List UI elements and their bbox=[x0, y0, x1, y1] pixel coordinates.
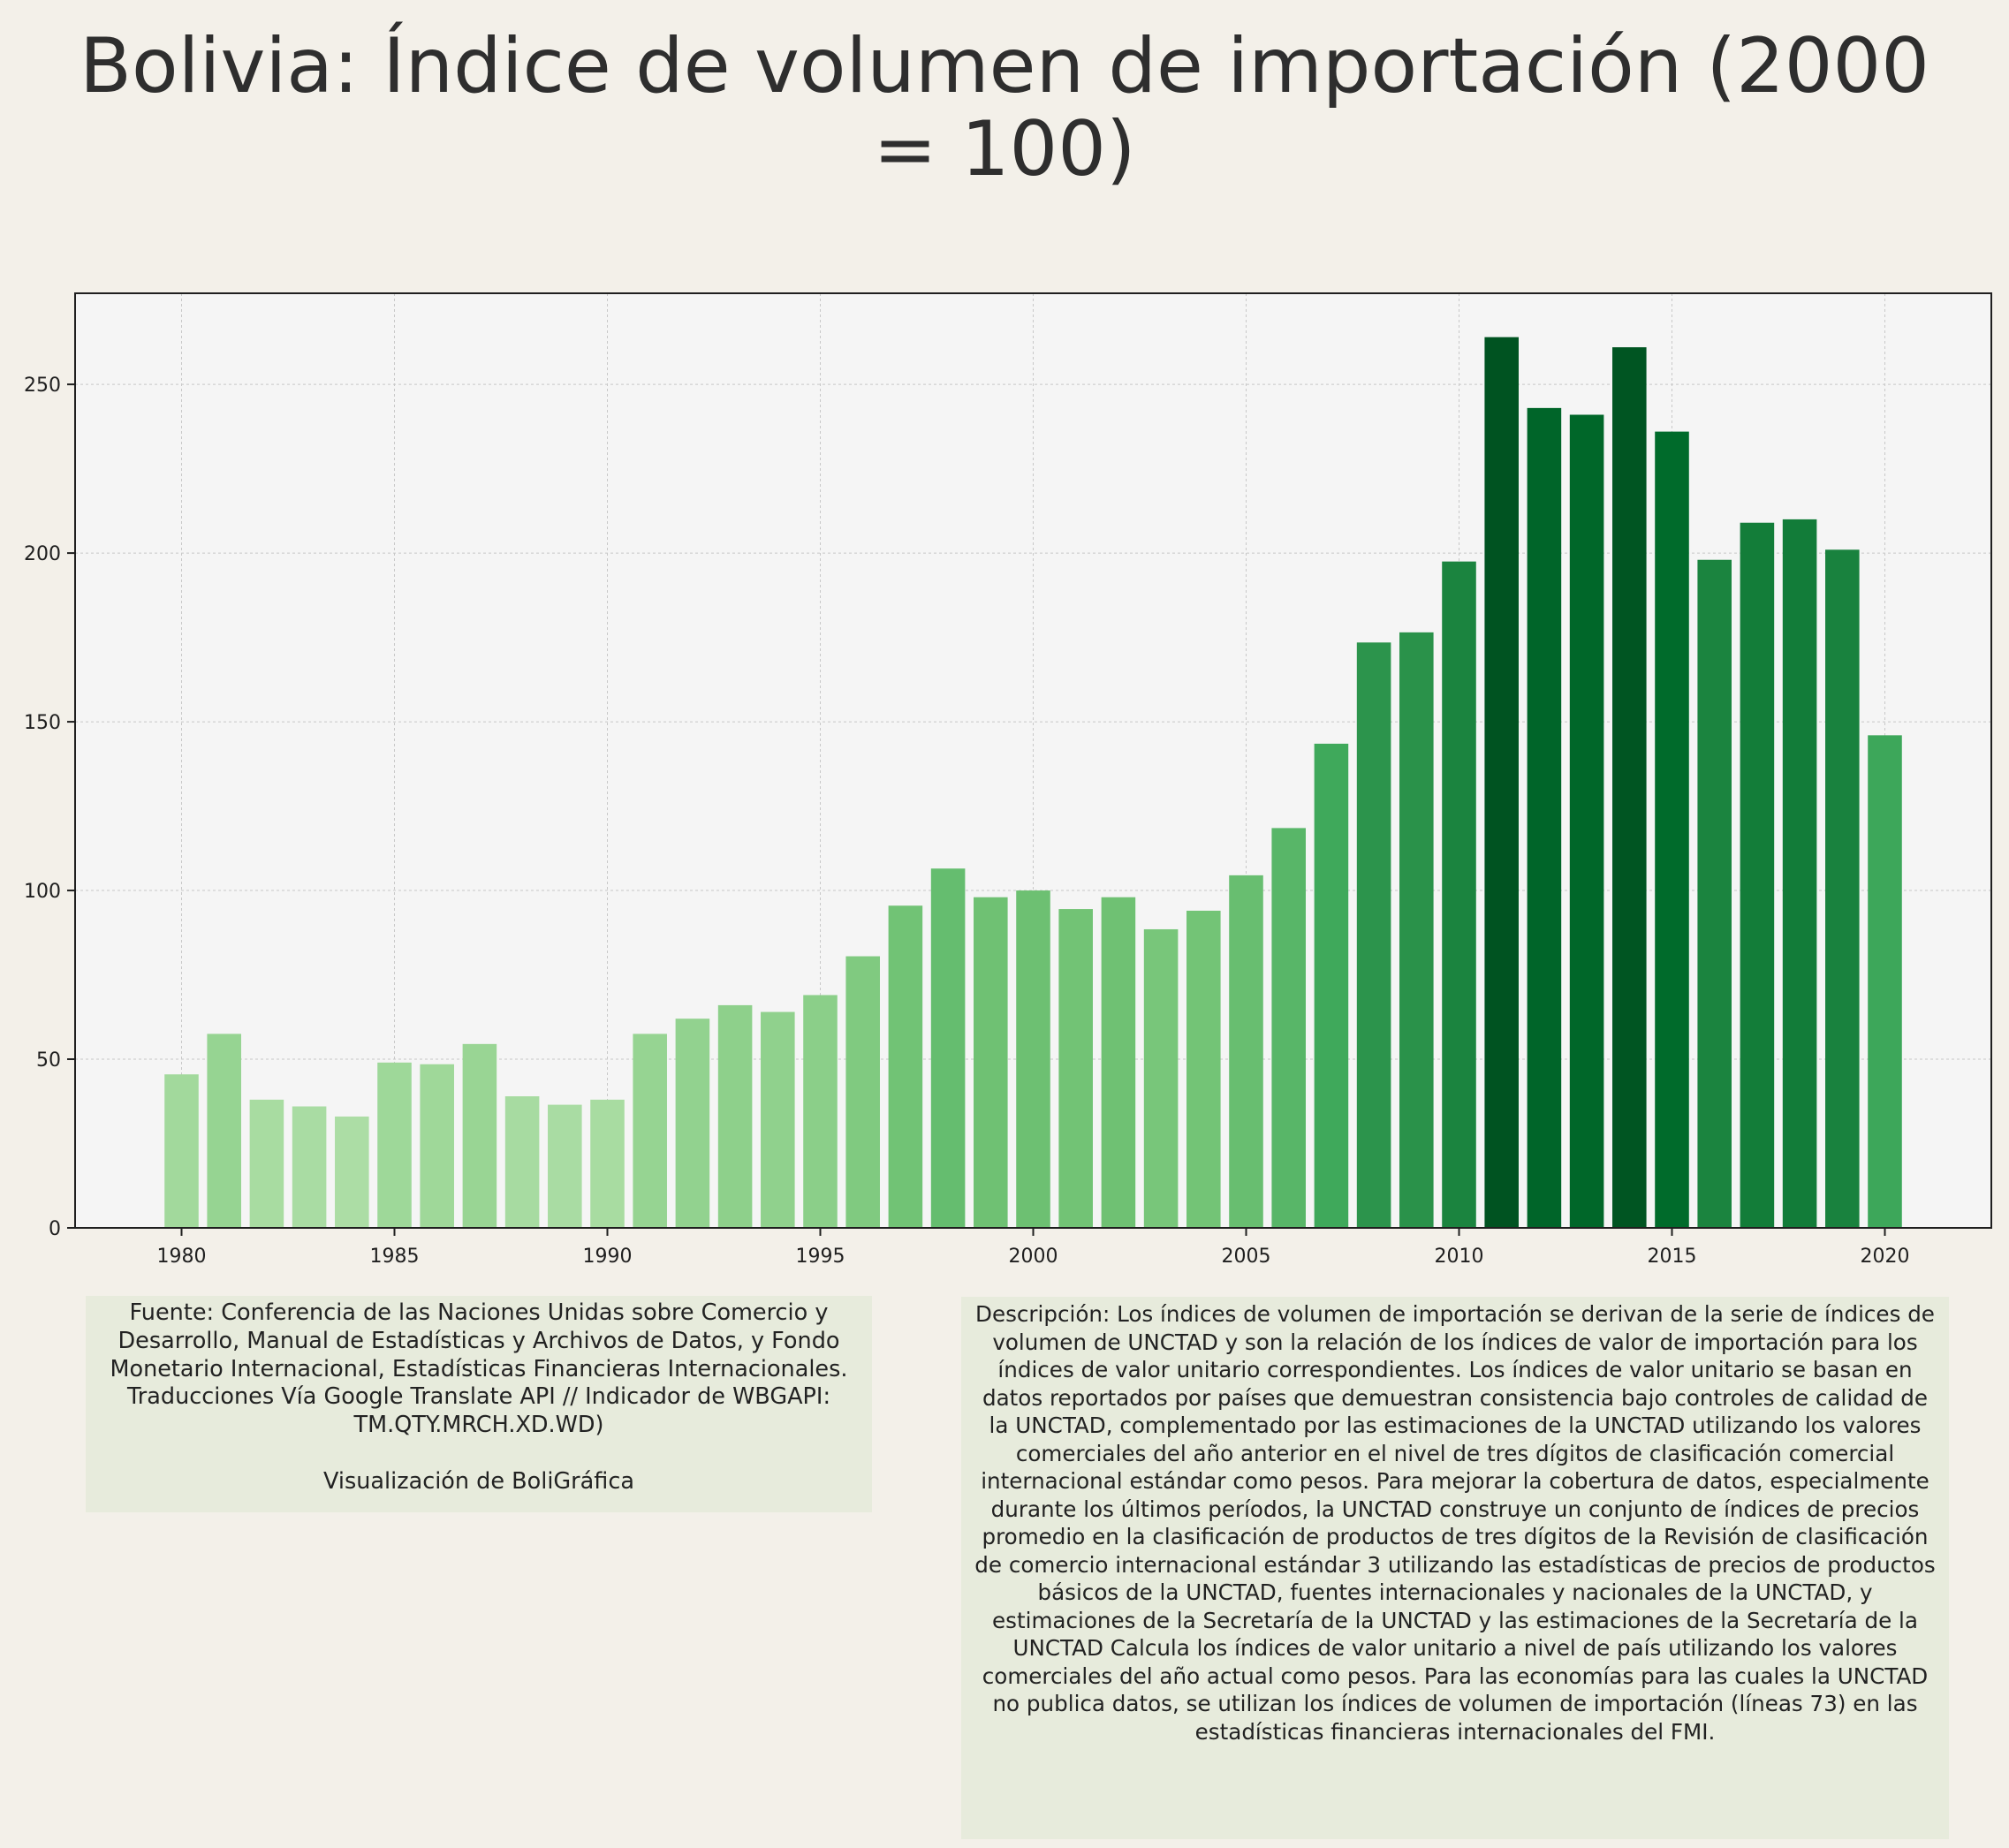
ticks bbox=[67, 383, 1886, 1236]
bar-2012 bbox=[1527, 407, 1562, 1228]
bar-2016 bbox=[1697, 559, 1732, 1228]
bar-1987 bbox=[462, 1043, 497, 1228]
y-tick-label: 100 bbox=[24, 881, 61, 903]
bar-1993 bbox=[717, 1004, 753, 1228]
description-text: Descripción: Los índices de volumen de i… bbox=[974, 1301, 1936, 1745]
bar-1997 bbox=[888, 905, 923, 1228]
bar-2007 bbox=[1314, 743, 1349, 1228]
bar-2014 bbox=[1612, 347, 1647, 1228]
bar-1996 bbox=[845, 956, 880, 1228]
bar-1991 bbox=[633, 1034, 667, 1228]
bar-1994 bbox=[761, 1011, 795, 1228]
bar-1982 bbox=[249, 1099, 284, 1228]
x-tick-label: 2010 bbox=[1435, 1246, 1484, 1268]
bar-2015 bbox=[1655, 431, 1689, 1229]
tick-labels: 0 50 100 150 200 250 1980 1985 1990 1995 2000 2005 2… bbox=[24, 375, 1910, 1268]
x-tick-label: 2000 bbox=[1009, 1246, 1058, 1268]
bar-1984 bbox=[335, 1116, 369, 1228]
bar-2019 bbox=[1825, 549, 1860, 1228]
bar-2000 bbox=[1016, 890, 1050, 1228]
x-tick-label: 1985 bbox=[370, 1246, 420, 1268]
bar-2001 bbox=[1058, 909, 1093, 1228]
bar-chart: 0 50 100 150 200 250 1980 1985 1990 1995 2000 2005 2… bbox=[24, 292, 1992, 1268]
source-annotation: Fuente: Conferencia de las Naciones Unid… bbox=[86, 1296, 872, 1512]
bar-2004 bbox=[1186, 910, 1221, 1228]
bar-1988 bbox=[504, 1096, 540, 1228]
y-tick-label: 250 bbox=[24, 375, 61, 397]
bar-2002 bbox=[1101, 897, 1136, 1228]
bar-1985 bbox=[377, 1062, 412, 1228]
bar-2020 bbox=[1868, 735, 1902, 1228]
chart-title: Bolivia: Índice de volumen de importació… bbox=[80, 22, 1929, 193]
y-tick-label: 150 bbox=[24, 712, 61, 734]
bar-1980 bbox=[164, 1074, 199, 1228]
bar-1983 bbox=[292, 1106, 327, 1228]
bars bbox=[164, 337, 1902, 1229]
source-text: Fuente: Conferencia de las Naciones Unid… bbox=[110, 1299, 848, 1439]
bar-1981 bbox=[207, 1034, 241, 1228]
x-tick-label: 1980 bbox=[157, 1246, 207, 1268]
bar-1986 bbox=[420, 1064, 454, 1228]
y-tick-label: 50 bbox=[36, 1049, 61, 1072]
bar-2003 bbox=[1143, 928, 1179, 1228]
bar-2008 bbox=[1356, 642, 1391, 1228]
bar-2009 bbox=[1399, 632, 1434, 1228]
bar-2006 bbox=[1271, 828, 1306, 1228]
bar-1989 bbox=[548, 1104, 582, 1228]
credit-text: Visualización de BoliGráfica bbox=[322, 1467, 635, 1495]
x-tick-label: 1990 bbox=[583, 1246, 633, 1268]
bar-1999 bbox=[974, 897, 1008, 1228]
bar-2010 bbox=[1442, 561, 1476, 1228]
y-tick-label: 0 bbox=[49, 1218, 61, 1240]
bar-1998 bbox=[930, 868, 966, 1228]
bar-1990 bbox=[590, 1099, 625, 1228]
description-annotation: Descripción: Los índices de volumen de i… bbox=[961, 1297, 1949, 1839]
x-tick-label: 2005 bbox=[1222, 1246, 1271, 1268]
x-tick-label: 1995 bbox=[796, 1246, 845, 1268]
bar-2011 bbox=[1484, 337, 1519, 1228]
y-tick-label: 200 bbox=[24, 543, 61, 565]
bar-1995 bbox=[803, 995, 838, 1228]
x-tick-label: 2020 bbox=[1861, 1246, 1910, 1268]
x-tick-label: 2015 bbox=[1648, 1246, 1697, 1268]
bar-2005 bbox=[1229, 875, 1263, 1228]
bar-2013 bbox=[1569, 414, 1604, 1228]
bar-2018 bbox=[1782, 519, 1817, 1228]
bar-1992 bbox=[675, 1019, 710, 1228]
bar-2017 bbox=[1740, 522, 1775, 1228]
